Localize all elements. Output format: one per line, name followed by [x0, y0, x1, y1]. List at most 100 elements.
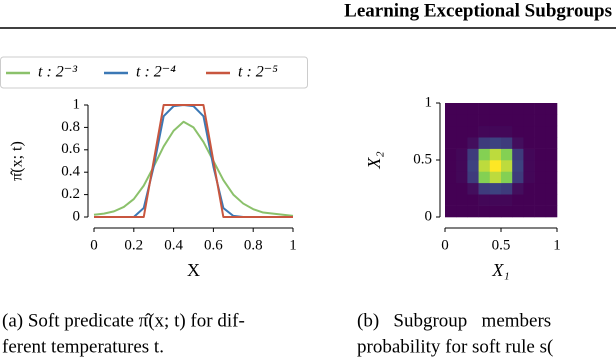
figure-caption: (a) Soft predicate π̂(x; t) for dif- [2, 310, 245, 331]
heatmap-cell [478, 194, 491, 206]
heatmap-cell [467, 205, 479, 218]
heatmap-cell [478, 160, 491, 172]
heatmap-cell [456, 125, 468, 138]
heatmap-cell [467, 125, 479, 138]
heatmap-cell [523, 125, 535, 138]
heatmap-cell [467, 103, 479, 115]
y-tick-label: 0 [425, 208, 433, 224]
heatmap-cell [501, 137, 513, 149]
heatmap-cell [501, 125, 513, 138]
y-tick-label: 0.8 [61, 119, 80, 135]
heatmap-cell [501, 182, 513, 195]
heatmap-cell [489, 182, 502, 195]
heatmap-cell [512, 114, 524, 127]
heatmap-cell [445, 125, 457, 138]
heatmap-cell [478, 205, 491, 218]
heatmap-cell [512, 148, 524, 161]
legend-label: t : 2⁻⁵ [238, 64, 278, 81]
heatmap-cell [545, 182, 558, 195]
x-tick-label: 0.6 [204, 237, 223, 253]
y-tick-label: 0.6 [61, 141, 80, 157]
heatmap-cell [523, 205, 535, 218]
heatmap-cell [489, 194, 502, 206]
heatmap-cell [512, 205, 524, 218]
heatmap-cell [501, 194, 513, 206]
heatmap-cell [534, 137, 547, 149]
heatmap-cell [456, 103, 468, 115]
figure-caption: ferent temperatures t. [2, 336, 164, 357]
heatmap-cell [534, 205, 547, 218]
x-axis-label: X [187, 260, 200, 280]
series-line [93, 120, 294, 217]
x-tick-label: 0.2 [124, 237, 143, 253]
series-line [94, 104, 293, 218]
heatmap-cell [501, 160, 513, 172]
heatmap-cell [478, 148, 491, 161]
heatmap-cell [445, 148, 457, 161]
heatmap-cell [523, 114, 535, 127]
heatmap-cell [534, 114, 547, 127]
x-tick-label: 0 [441, 237, 449, 253]
heatmap-cell [456, 137, 468, 149]
heatmap-cell [445, 137, 457, 149]
figure-caption: (b) Subgroup members [357, 310, 551, 331]
legend-label: t : 2⁻⁴ [136, 64, 176, 81]
heatmap-cell [512, 103, 524, 115]
y-tick-label: 0.2 [61, 186, 80, 202]
heatmap-cell [523, 194, 535, 206]
legend-label: t : 2⁻³ [38, 64, 77, 81]
heatmap-cell [512, 137, 524, 149]
heatmap-cell [512, 171, 524, 184]
heatmap-cell [489, 125, 502, 138]
heatmap-cell [467, 194, 479, 206]
heatmap-cell [545, 137, 558, 149]
x-tick-label: 0 [90, 237, 98, 253]
x-tick-label: 0.4 [164, 237, 183, 253]
legend-box [0, 56, 308, 89]
heatmap-cell [512, 160, 524, 172]
heatmap-cell [445, 103, 457, 115]
heatmap-cell [456, 160, 468, 172]
heatmap-cell [445, 114, 457, 127]
x-tick-label: 0.5 [492, 237, 511, 253]
heatmap-cell [534, 125, 547, 138]
heatmap-cell [534, 182, 547, 195]
heatmap-cell [545, 148, 558, 161]
heatmap-cell [545, 160, 558, 172]
figure-caption: probability for soft rule s( [357, 336, 553, 357]
heatmap-cell [445, 171, 457, 184]
heatmap-cell [445, 194, 457, 206]
x-tick-label: 1 [553, 237, 561, 253]
running-header: Learning Exceptional Subgroups [344, 0, 612, 21]
heatmap-cell [545, 114, 558, 127]
heatmap-cell [489, 205, 502, 218]
heatmap-cell [478, 125, 491, 138]
heatmap-cell [456, 205, 468, 218]
heatmap-cell [545, 171, 558, 184]
heatmap-cell [467, 137, 479, 149]
x-tick-label: 1 [289, 237, 297, 253]
heatmap-cell [467, 160, 479, 172]
y-tick-label: 0 [73, 208, 81, 224]
heatmap-cell [523, 171, 535, 184]
heatmap-cell [545, 103, 558, 115]
heatmap-cell [456, 114, 468, 127]
heatmap-cell [512, 182, 524, 195]
heatmap-cell [501, 171, 513, 184]
heatmap-cell [534, 160, 547, 172]
y-tick-label: 0.4 [61, 164, 80, 180]
heatmap-cell [478, 103, 491, 115]
heatmap-cell [523, 137, 535, 149]
y-axis-label: X₂ [364, 151, 384, 169]
heatmap-cell [456, 171, 468, 184]
heatmap-cell [501, 103, 513, 115]
y-axis-label: π̂(x; t) [9, 141, 26, 181]
heatmap-cell [467, 114, 479, 127]
heatmap-cell [456, 148, 468, 161]
heatmap-cell [489, 148, 502, 161]
heatmap-cell [489, 160, 502, 172]
x-axis-label: X₁ [491, 260, 509, 280]
heatmap-cell [523, 182, 535, 195]
heatmap-cell [512, 194, 524, 206]
heatmap-cell [534, 171, 547, 184]
